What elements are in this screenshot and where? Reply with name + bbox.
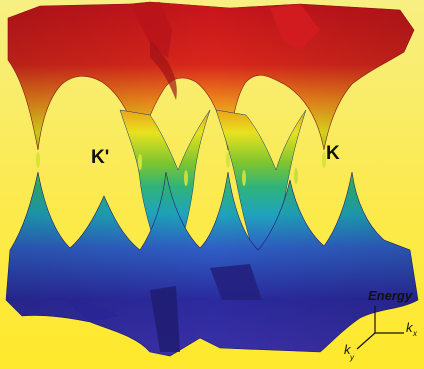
ky-axis-label: k xyxy=(344,342,352,357)
energy-axis-label: Energy xyxy=(368,288,413,303)
k-prime-label: K' xyxy=(91,147,109,168)
dirac-point xyxy=(226,152,230,168)
axes-indicator: Energy k x k y xyxy=(344,288,418,362)
kx-axis-label: k xyxy=(406,320,414,335)
k-label: K xyxy=(326,143,340,164)
kx-axis-subscript: x xyxy=(412,329,418,338)
ky-axis-subscript: y xyxy=(349,353,355,362)
dirac-point xyxy=(184,170,188,186)
dirac-point xyxy=(242,170,246,186)
dirac-point xyxy=(322,152,326,168)
dirac-point xyxy=(138,154,142,170)
dirac-points xyxy=(36,152,326,186)
lower-band-surface xyxy=(5,171,419,357)
dirac-point xyxy=(36,152,40,168)
dirac-point xyxy=(294,168,298,184)
ky-axis-line xyxy=(356,332,376,350)
upper-band-surface xyxy=(7,1,415,151)
